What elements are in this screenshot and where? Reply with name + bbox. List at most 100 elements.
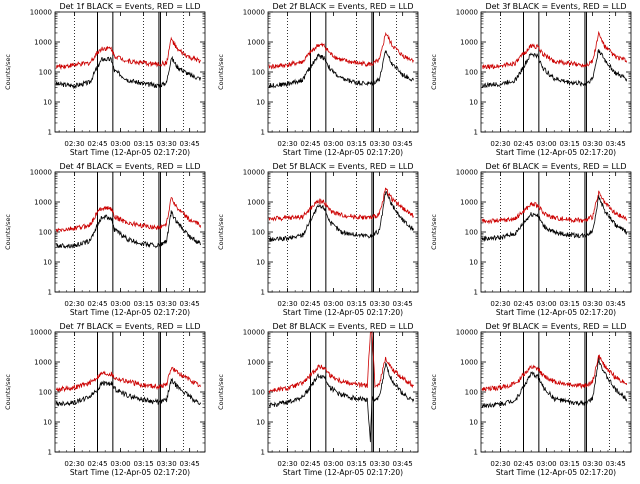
plot-frame [267,11,419,133]
events-series-line [55,377,201,407]
x-tick-label: 03:15 [346,140,366,148]
x-axis-label: Start Time (12-Apr-05 02:17:20) [496,148,616,157]
y-tick-label: 100 [39,69,52,77]
y-tick-label: 1000 [460,199,478,207]
events-series-line [481,49,627,89]
x-tick-label: 03:15 [559,140,579,148]
x-tick-label: 03:00 [110,300,130,308]
x-tick-label: 03:00 [323,460,343,468]
y-tick-label: 100 [39,229,52,237]
y-tick-label: 1 [261,289,265,297]
y-tick-label: 10 [256,419,265,427]
x-tick-label: 02:30 [64,300,84,308]
x-tick-label: 03:00 [323,140,343,148]
chart-svg: Det 7f BLACK = Events, RED = LLD Counts/s… [4,322,206,477]
x-tick-label: 03:45 [393,460,413,468]
x-tick-label: 02:45 [87,140,107,148]
y-tick-label: 10000 [243,329,265,337]
x-tick-label: 03:45 [606,460,626,468]
lld-series-line [55,36,201,71]
x-tick-label: 03:30 [370,300,390,308]
y-tick-label: 1 [48,289,52,297]
y-tick-label: 10000 [456,9,478,17]
y-tick-label: 10 [43,259,52,267]
x-tick-label: 02:30 [277,460,297,468]
y-tick-label: 1 [474,129,478,137]
x-tick-label: 02:45 [300,300,320,308]
chart-svg: Det 1f BLACK = Events, RED = LLD Counts/s… [4,2,206,157]
plot-frame [480,11,632,133]
x-tick-label: 03:00 [536,140,556,148]
x-axis-label: Start Time (12-Apr-05 02:17:20) [70,308,190,317]
y-tick-label: 100 [252,389,265,397]
events-series-line [268,49,414,89]
x-tick-label: 02:45 [300,140,320,148]
chart-panel: Det 6f BLACK = Events, RED = LLD Counts/s… [426,160,639,320]
x-axis-label: Start Time (12-Apr-05 02:17:20) [496,468,616,477]
lld-series-line [55,197,201,234]
x-tick-label: 02:30 [490,460,510,468]
x-tick-label: 03:45 [393,300,413,308]
y-tick-label: 100 [465,229,478,237]
chart-svg: Det 9f BLACK = Events, RED = LLD Counts/s… [430,322,632,477]
chart-title: Det 1f BLACK = Events, RED = LLD [59,2,200,11]
y-tick-label: 100 [465,69,478,77]
y-tick-label: 100 [39,389,52,397]
lld-series-line [481,30,627,70]
chart-panel: Det 8f BLACK = Events, RED = LLD Counts/s… [213,320,426,480]
x-tick-label: 03:15 [133,140,153,148]
y-tick-label: 10 [469,99,478,107]
x-tick-label: 03:45 [606,300,626,308]
chart-svg: Det 5f BLACK = Events, RED = LLD Counts/s… [217,162,419,317]
x-tick-label: 03:00 [110,460,130,468]
events-series-line [268,190,414,242]
x-tick-label: 03:30 [583,300,603,308]
x-tick-label: 02:30 [64,460,84,468]
chart-svg: Det 3f BLACK = Events, RED = LLD Counts/s… [430,2,632,157]
x-tick-label: 03:15 [559,300,579,308]
x-tick-label: 03:00 [536,300,556,308]
chart-title: Det 9f BLACK = Events, RED = LLD [485,322,626,331]
events-series-line [268,361,414,443]
x-tick-label: 03:45 [180,460,200,468]
y-tick-label: 1000 [247,359,265,367]
x-tick-label: 02:30 [277,140,297,148]
events-series-line [481,357,627,409]
y-tick-label: 10 [469,419,478,427]
y-tick-label: 10 [469,259,478,267]
y-tick-label: 10 [256,259,265,267]
y-axis-label: Counts/sec [217,214,225,250]
plot-frame [267,171,419,293]
plot-frame [480,331,632,453]
x-tick-label: 02:30 [277,300,297,308]
x-tick-label: 02:30 [64,140,84,148]
plot-frame [267,331,419,453]
x-tick-label: 03:15 [346,300,366,308]
y-tick-label: 1000 [34,359,52,367]
chart-panel: Det 5f BLACK = Events, RED = LLD Counts/s… [213,160,426,320]
y-tick-label: 10000 [243,9,265,17]
x-tick-label: 02:45 [300,460,320,468]
x-tick-label: 03:00 [536,460,556,468]
x-tick-label: 03:45 [180,140,200,148]
x-tick-label: 02:45 [513,300,533,308]
chart-panel: Det 9f BLACK = Events, RED = LLD Counts/s… [426,320,639,480]
x-axis-label: Start Time (12-Apr-05 02:17:20) [283,468,403,477]
lld-series-line [268,187,414,222]
lld-series-line [55,366,201,393]
x-tick-label: 03:30 [157,300,177,308]
plot-frame [480,171,632,293]
chart-title: Det 2f BLACK = Events, RED = LLD [272,2,413,11]
chart-title: Det 4f BLACK = Events, RED = LLD [59,162,200,171]
x-tick-label: 03:15 [559,460,579,468]
plot-frame [54,171,206,293]
chart-title: Det 8f BLACK = Events, RED = LLD [272,322,413,331]
x-tick-label: 03:30 [370,140,390,148]
x-tick-label: 03:15 [346,460,366,468]
x-tick-label: 03:45 [180,300,200,308]
lld-series-line [268,330,414,394]
x-tick-label: 03:30 [583,140,603,148]
y-axis-label: Counts/sec [430,214,438,250]
chart-panel: Det 7f BLACK = Events, RED = LLD Counts/s… [0,320,213,480]
y-tick-label: 100 [252,229,265,237]
